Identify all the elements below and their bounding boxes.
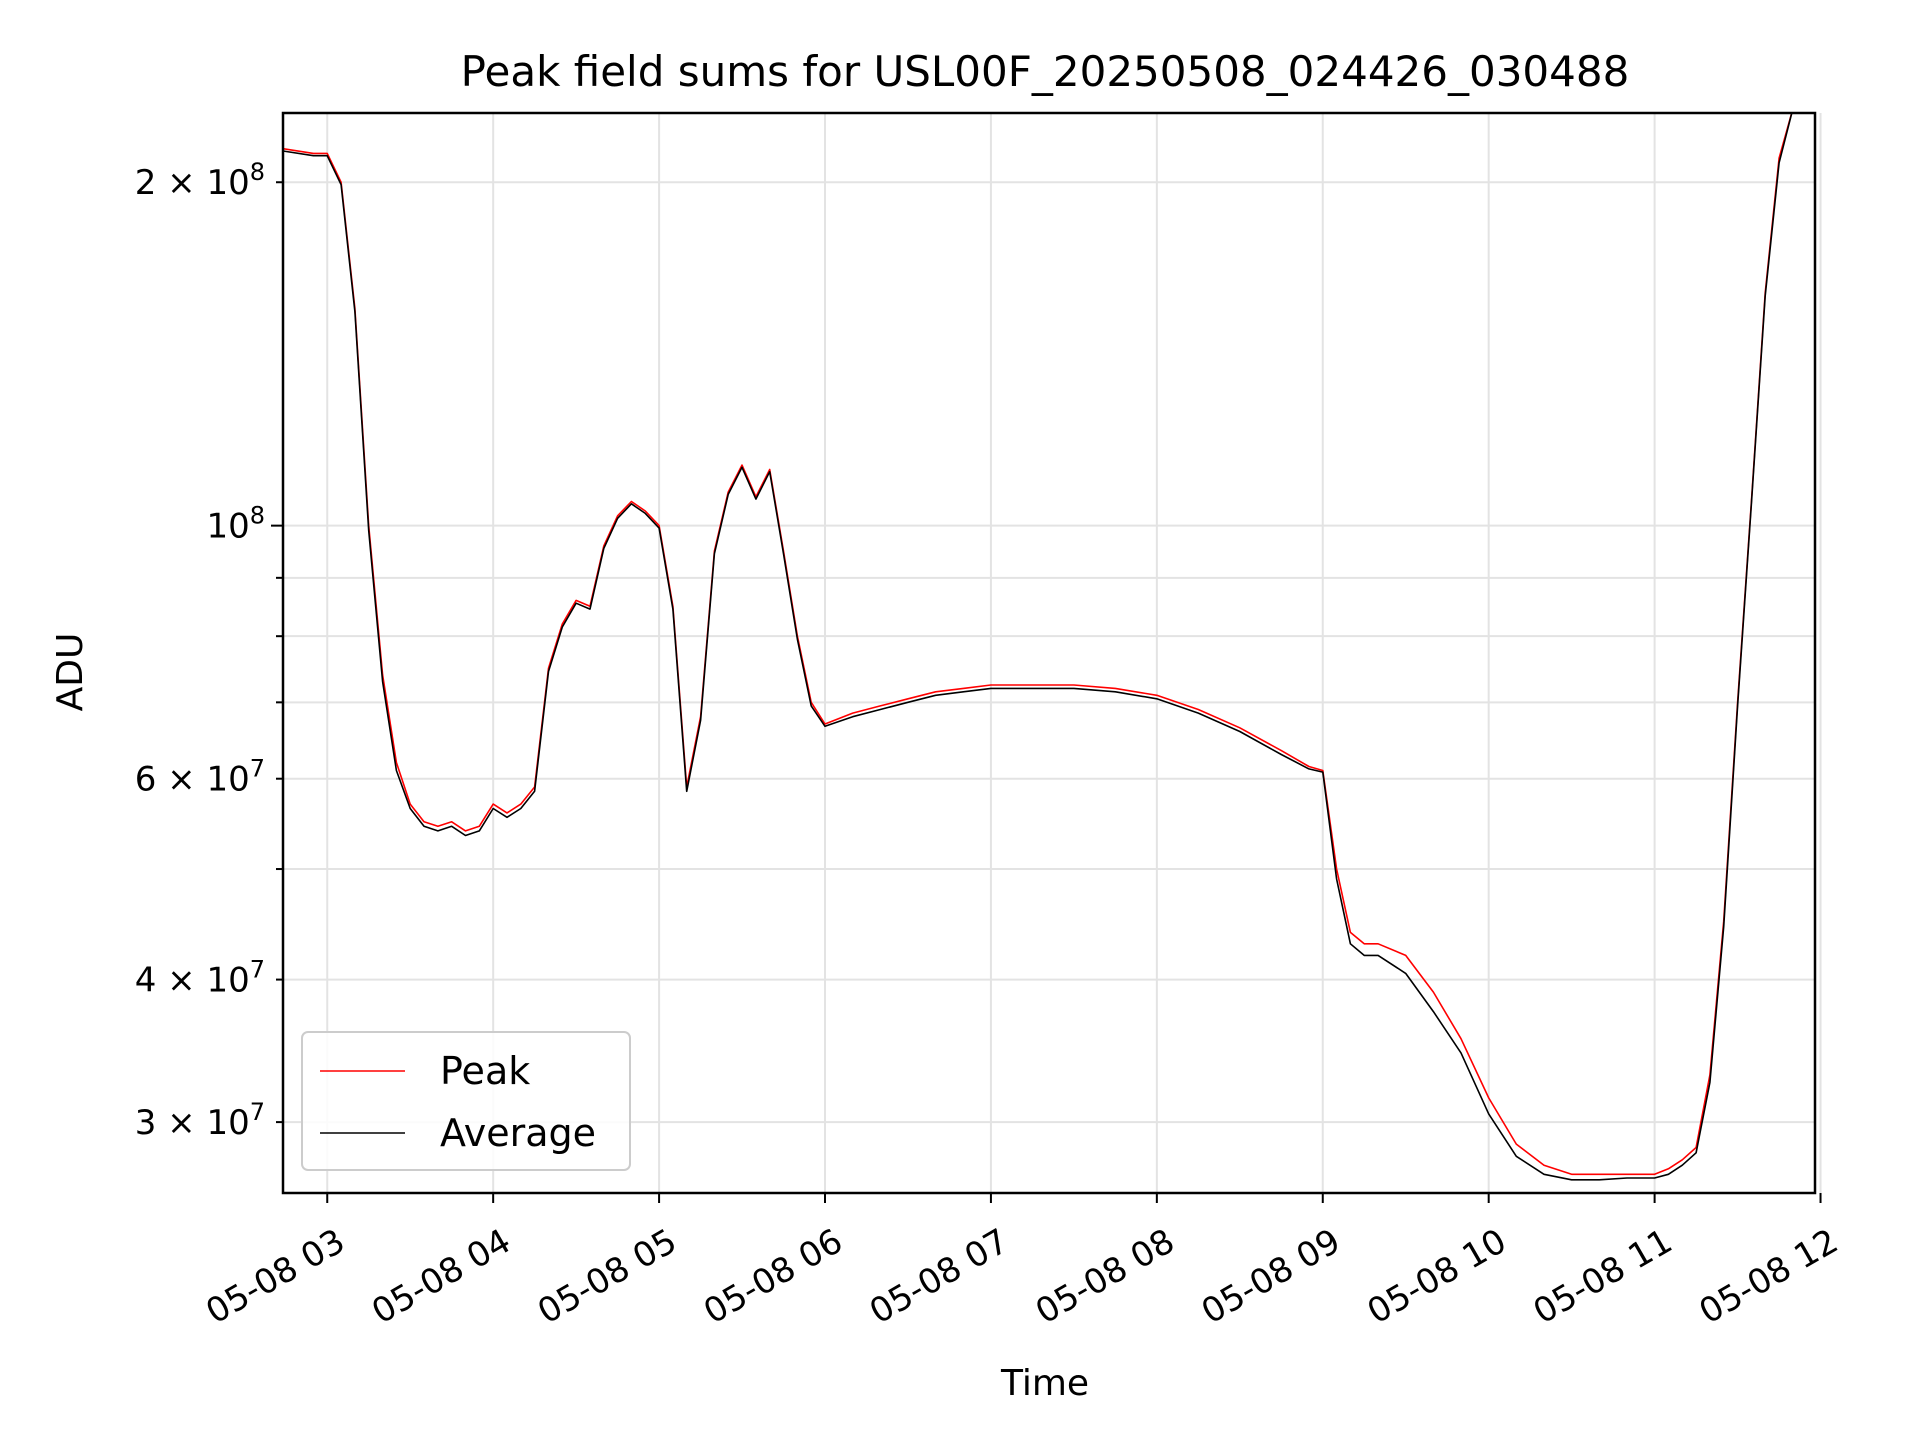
- legend-box: [301, 1031, 631, 1171]
- x-tick-label: 05-08 08: [1029, 1221, 1181, 1332]
- x-tick-label: 05-08 10: [1361, 1221, 1513, 1332]
- series-line-peak: [283, 113, 1793, 1176]
- plot-frame: [281, 111, 1817, 1195]
- legend-label-average: Average: [440, 1111, 596, 1155]
- x-tick-label: 05-08 07: [863, 1221, 1015, 1332]
- x-tick-label: 05-08 06: [697, 1221, 849, 1332]
- legend-label-peak: Peak: [440, 1049, 530, 1093]
- x-axis: 05-08 03 05-08 04 05-08 05 05-08 06 05-08 07…: [199, 1193, 1845, 1332]
- y-axis: 108 3 × 107 4 × 107 6 × 107 2 × 108: [135, 158, 283, 1143]
- legend: Peak Average: [301, 1031, 631, 1171]
- x-tick-label: 05-08 05: [531, 1221, 683, 1332]
- y-axis-title: ADU: [50, 633, 91, 712]
- x-tick-label: 05-08 11: [1527, 1221, 1679, 1332]
- x-tick-label: 05-08 04: [365, 1221, 517, 1332]
- series-layer: [283, 113, 1793, 1181]
- series-line-average: [283, 113, 1793, 1181]
- y-tick-label: 6 × 107: [135, 755, 265, 800]
- x-tick-label: 05-08 03: [199, 1221, 351, 1332]
- y-tick-label: 4 × 107: [135, 956, 265, 1001]
- x-tick-label: 05-08 12: [1693, 1221, 1845, 1332]
- x-tick-label: 05-08 09: [1195, 1221, 1347, 1332]
- x-axis-title: Time: [1000, 1363, 1089, 1404]
- y-tick-label: 108: [206, 502, 265, 547]
- y-tick-label: 2 × 108: [135, 158, 265, 203]
- y-tick-label: 3 × 107: [135, 1098, 265, 1143]
- chart-title: Peak field sums for USL00F_20250508_0244…: [461, 47, 1630, 96]
